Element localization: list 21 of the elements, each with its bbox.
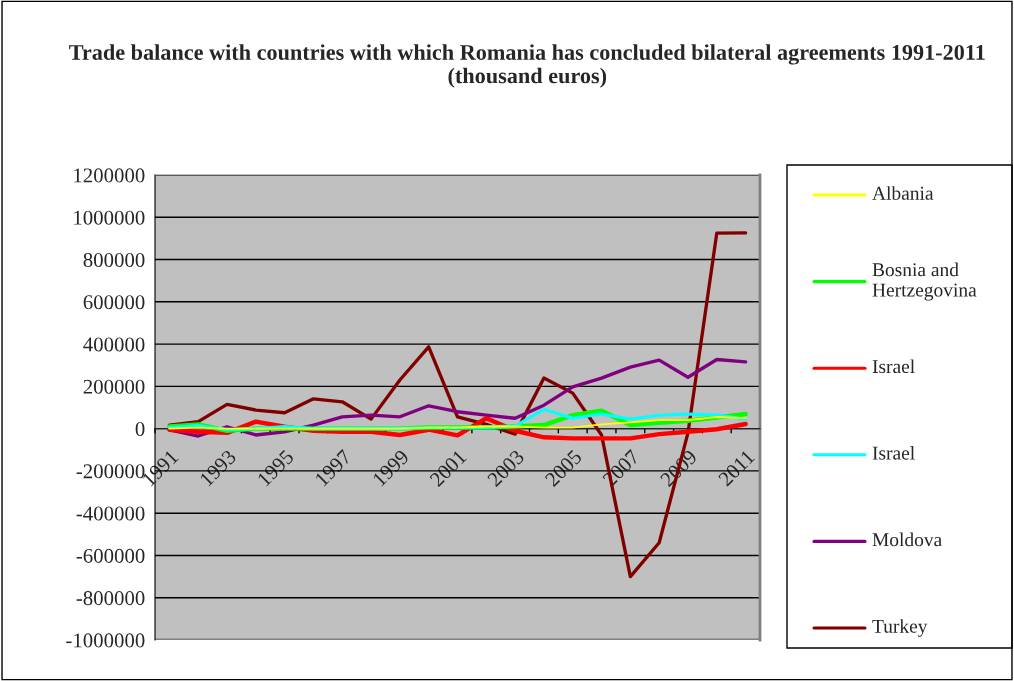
y-tick-label: -600000 [76, 548, 145, 563]
legend-label: Turkey [872, 619, 928, 637]
y-tick-label: -200000 [76, 464, 145, 479]
y-tick-label: -400000 [76, 506, 145, 521]
y-tick-label: -1000000 [66, 633, 145, 648]
legend-label: Israel [872, 359, 915, 374]
y-tick-label: 1200000 [74, 168, 145, 183]
y-tick-label: 400000 [83, 337, 145, 352]
y-tick-label: 800000 [83, 252, 145, 267]
y-tick-label: 0 [135, 422, 145, 437]
y-tick-label: 200000 [83, 379, 145, 394]
y-tick-label: -800000 [76, 591, 145, 606]
line-series [168, 416, 747, 430]
legend-label: Bosnia and Hertzegovina [872, 262, 977, 301]
legend-label: Albania [872, 186, 934, 200]
x-tick-label: 1999 [372, 449, 410, 487]
y-tick-label: 600000 [83, 295, 145, 310]
y-tick-label: 1000000 [74, 210, 145, 225]
legend-label: Israel [872, 445, 915, 460]
chart-title: Trade balance with countries with which Romania has concluded bilateral agreements 1991-2011 (thousand euros) [69, 44, 985, 88]
legend-label: Moldova [872, 532, 942, 547]
